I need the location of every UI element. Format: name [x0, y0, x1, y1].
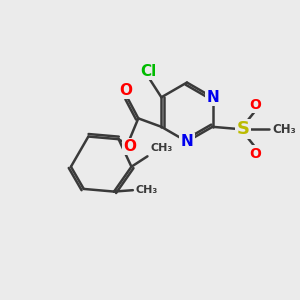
Text: Cl: Cl — [141, 64, 157, 79]
Text: CH₃: CH₃ — [150, 143, 172, 154]
Text: O: O — [249, 146, 261, 161]
Text: S: S — [237, 120, 250, 138]
Text: O: O — [123, 139, 136, 154]
Text: O: O — [249, 98, 261, 112]
Text: N: N — [181, 134, 193, 149]
Text: O: O — [120, 83, 133, 98]
Text: CH₃: CH₃ — [136, 185, 158, 195]
Text: N: N — [206, 90, 219, 105]
Text: CH₃: CH₃ — [272, 123, 296, 136]
